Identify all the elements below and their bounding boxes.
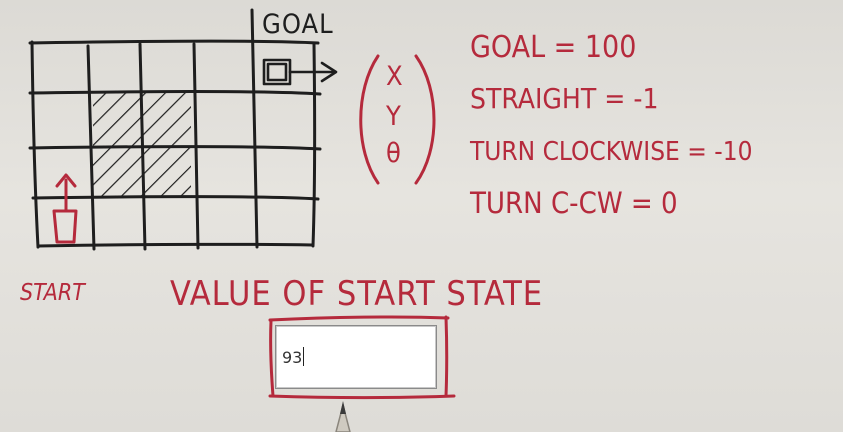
grid-line-v2	[86, 44, 96, 251]
answer-input[interactable]: 93	[275, 325, 437, 389]
goal-marker	[262, 58, 338, 86]
answer-frame	[268, 315, 456, 399]
question-label: VALUE OF START STATE	[170, 274, 543, 314]
answer-value: 93	[282, 348, 303, 367]
grid-line-h1	[28, 39, 320, 45]
grid-line-h5	[36, 242, 314, 248]
right-paren	[414, 54, 436, 185]
state-vector: X Y θ	[359, 54, 436, 185]
grid-line-h4	[31, 195, 320, 201]
grid-world	[28, 8, 322, 251]
state-theta: θ	[386, 138, 401, 169]
grid-line-h2	[28, 90, 322, 96]
reward-turn-cw: TURN CLOCKWISE = -10	[469, 137, 752, 167]
grid-line-v6	[311, 42, 317, 248]
grid-line-v5	[250, 8, 259, 249]
grid-line-v1	[30, 40, 40, 249]
left-paren	[359, 54, 380, 185]
start-robot-icon	[52, 173, 78, 244]
grid-line-h3	[28, 145, 322, 151]
grid-line-v4	[192, 42, 200, 250]
reward-straight: STRAIGHT = -1	[470, 82, 658, 115]
state-x: X	[386, 61, 403, 92]
grid-line-v3	[138, 42, 147, 251]
reward-turn-ccw: TURN C-CW = 0	[469, 186, 678, 220]
state-y: Y	[385, 101, 401, 132]
reward-goal: GOAL = 100	[470, 30, 636, 65]
start-label: START	[20, 280, 86, 306]
reward-list: GOAL = 100 STRAIGHT = -1 TURN CLOCKWISE …	[469, 30, 752, 220]
pen-tip-icon	[335, 401, 351, 432]
text-caret	[303, 347, 305, 366]
goal-label: GOAL	[262, 9, 334, 40]
